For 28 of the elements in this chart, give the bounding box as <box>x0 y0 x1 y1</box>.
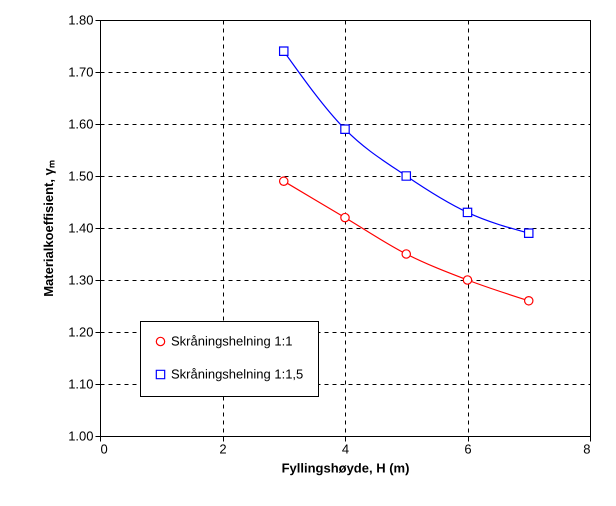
point <box>524 296 534 306</box>
y-tick-label: 1.00 <box>68 428 94 444</box>
y-tick-label: 1.80 <box>68 12 94 28</box>
x-tick-label: 0 <box>100 442 108 456</box>
legend-label: Skråningshelning 1:1,5 <box>171 366 304 382</box>
point <box>340 212 350 222</box>
point <box>401 249 412 259</box>
legend-label: Skråningshelning 1:1 <box>171 334 292 348</box>
y-tick-label: 1.70 <box>68 64 94 80</box>
x-tick-label: 8 <box>583 442 590 456</box>
x-tick-label: 2 <box>219 442 227 456</box>
y-tick-label: 1.30 <box>68 272 94 288</box>
point <box>340 124 350 134</box>
y-tick-label: 1.20 <box>68 324 94 340</box>
x-tick-label: 6 <box>464 442 472 456</box>
x-tick-label: 4 <box>342 442 350 456</box>
y-tick-label: 1.60 <box>68 116 94 132</box>
point <box>462 208 472 218</box>
y-tick-label: 1.10 <box>68 376 94 392</box>
y-tick-label: 1.40 <box>68 220 94 236</box>
x-axis-title: Fyllingshøyde, H (m) <box>282 460 410 476</box>
point <box>278 46 289 56</box>
y-axis-title: Materialkoeffisient, γₘ <box>41 160 56 297</box>
point <box>278 176 289 186</box>
point <box>462 275 472 285</box>
point <box>401 171 412 181</box>
y-tick-label: 1.50 <box>68 168 94 184</box>
point <box>524 228 534 238</box>
